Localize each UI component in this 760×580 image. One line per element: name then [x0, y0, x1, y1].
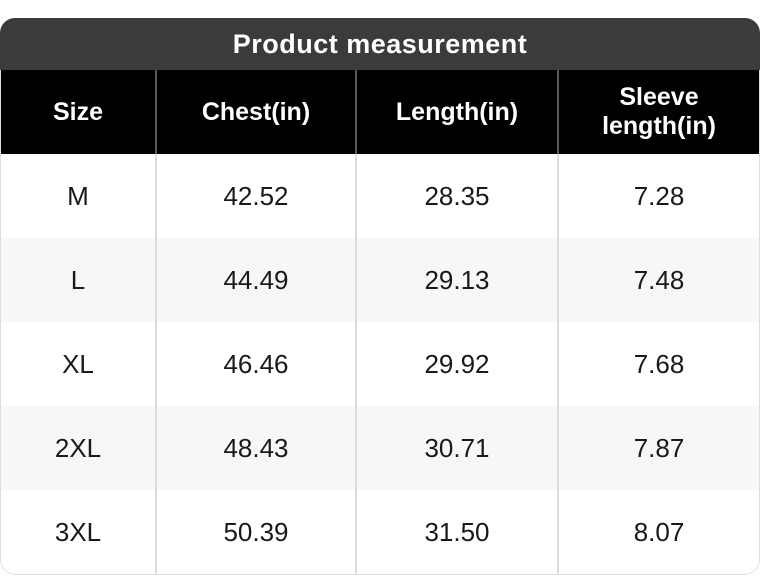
- column-header-size: Size: [1, 70, 156, 154]
- table-row: L 44.49 29.13 7.48: [1, 238, 759, 322]
- cell-length: 28.35: [355, 154, 558, 238]
- cell-length: 29.92: [355, 322, 558, 406]
- table-row: 3XL 50.39 31.50 8.07: [1, 490, 759, 574]
- table-row: M 42.52 28.35 7.28: [1, 154, 759, 238]
- cell-size: M: [1, 154, 156, 238]
- measurement-table-wrap: Size Chest(in) Length(in) Sleeve length(…: [0, 70, 760, 575]
- table-row: 2XL 48.43 30.71 7.87: [1, 406, 759, 490]
- cell-length: 31.50: [355, 490, 558, 574]
- cell-size: L: [1, 238, 156, 322]
- cell-sleeve: 7.28: [557, 154, 759, 238]
- table-row: XL 46.46 29.92 7.68: [1, 322, 759, 406]
- cell-chest: 48.43: [155, 406, 356, 490]
- cell-sleeve: 7.48: [557, 238, 759, 322]
- cell-chest: 50.39: [155, 490, 356, 574]
- cell-sleeve: 7.87: [557, 406, 759, 490]
- title-bar: Product measurement: [0, 18, 760, 70]
- cell-sleeve: 8.07: [557, 490, 759, 574]
- column-header-length: Length(in): [355, 70, 558, 154]
- table-header: Size Chest(in) Length(in) Sleeve length(…: [1, 70, 759, 154]
- size-chart-card: Product measurement Size Chest(in) Lengt…: [0, 18, 760, 575]
- cell-chest: 46.46: [155, 322, 356, 406]
- header-row: Size Chest(in) Length(in) Sleeve length(…: [1, 70, 759, 154]
- cell-size: 2XL: [1, 406, 156, 490]
- cell-length: 29.13: [355, 238, 558, 322]
- cell-size: XL: [1, 322, 156, 406]
- cell-chest: 44.49: [155, 238, 356, 322]
- page-title: Product measurement: [232, 28, 528, 59]
- column-header-chest: Chest(in): [155, 70, 356, 154]
- cell-length: 30.71: [355, 406, 558, 490]
- cell-size: 3XL: [1, 490, 156, 574]
- cell-chest: 42.52: [155, 154, 356, 238]
- cell-sleeve: 7.68: [557, 322, 759, 406]
- column-header-sleeve-length: Sleeve length(in): [557, 70, 759, 154]
- table-body: M 42.52 28.35 7.28 L 44.49 29.13 7.48 XL…: [1, 154, 759, 574]
- measurement-table: Size Chest(in) Length(in) Sleeve length(…: [1, 70, 759, 574]
